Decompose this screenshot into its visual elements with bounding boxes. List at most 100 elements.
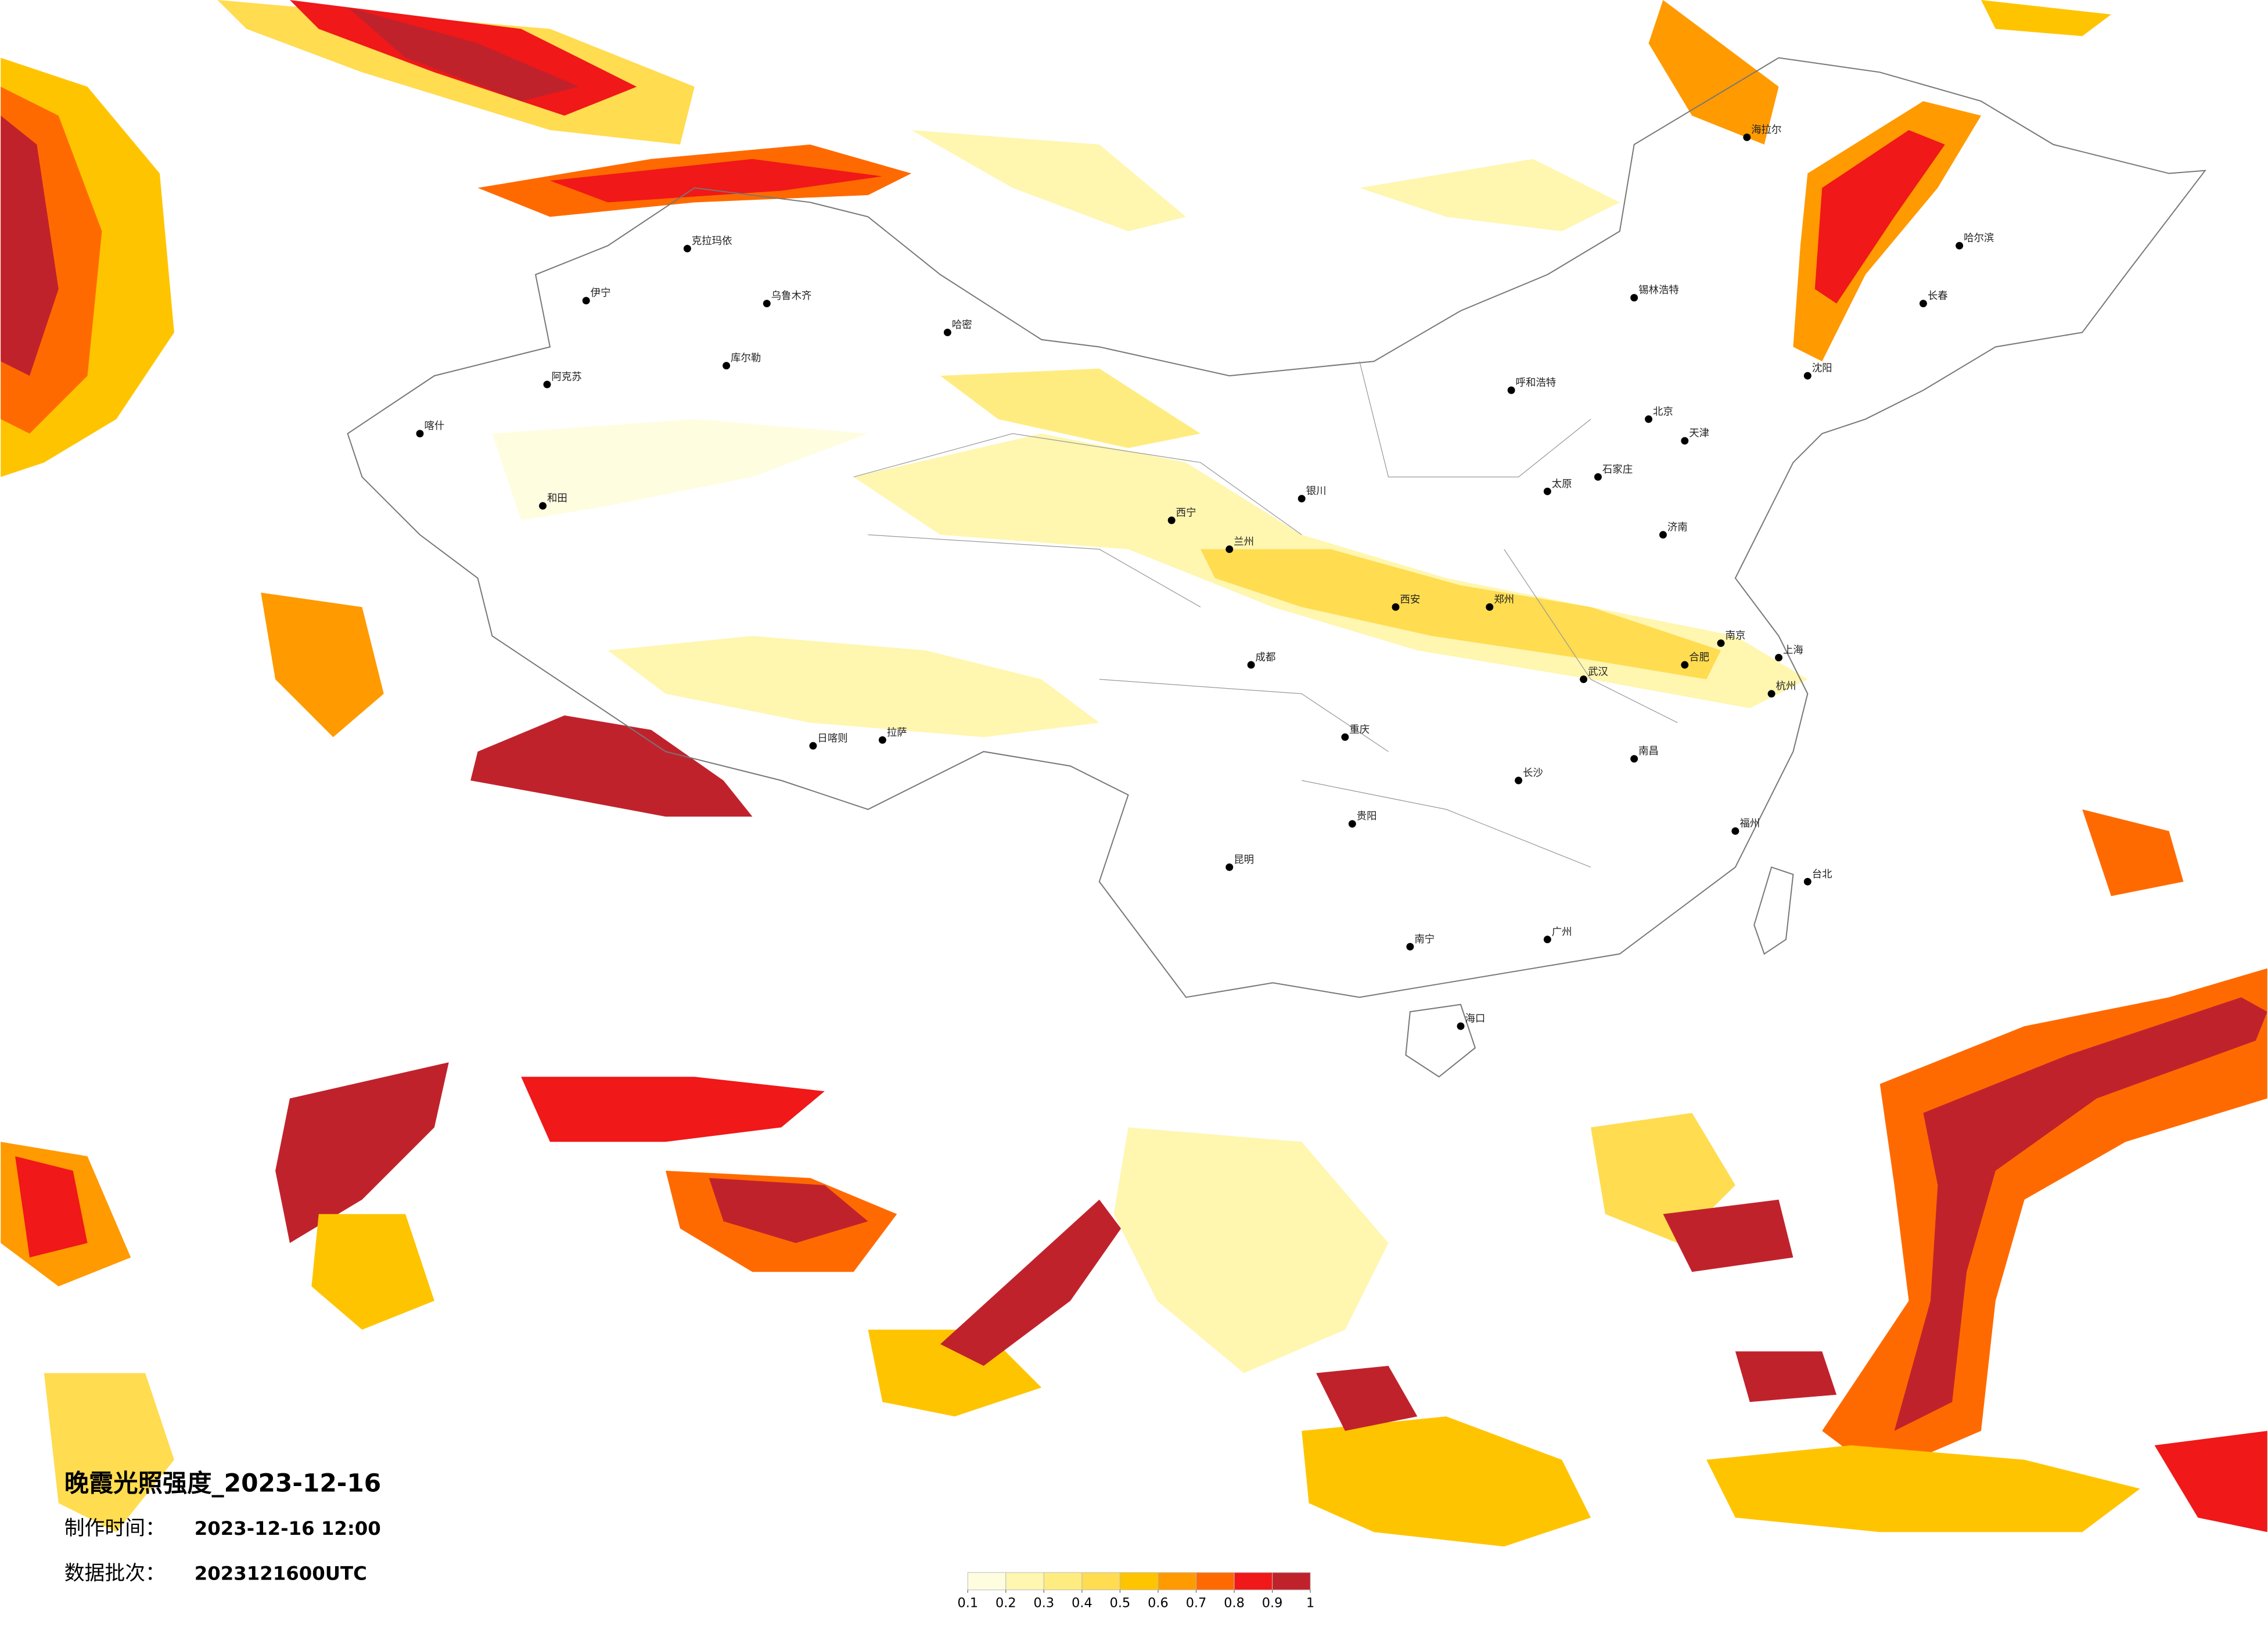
field	[1316, 1366, 1418, 1431]
city-label: 成都	[1256, 652, 1276, 663]
colorbar-label: 0.8	[1224, 1596, 1245, 1611]
city-label: 呼和浩特	[1516, 377, 1557, 389]
city-dot	[1645, 415, 1653, 423]
city-dot	[1659, 531, 1667, 539]
city-label: 南宁	[1414, 934, 1435, 945]
city-label: 喀什	[424, 420, 444, 432]
city-label: 长沙	[1523, 768, 1543, 779]
batch-value: 2023121600UTC	[195, 1562, 367, 1584]
city-dot	[723, 362, 731, 370]
city-label: 拉萨	[887, 727, 907, 739]
country-border	[347, 57, 2206, 998]
colorbar-label: 1	[1306, 1596, 1314, 1611]
city-label: 长春	[1928, 290, 1948, 302]
city-dot	[1247, 661, 1255, 669]
field	[15, 1156, 88, 1258]
field	[521, 1077, 825, 1142]
city-label: 伊宁	[591, 287, 611, 299]
city-label: 福州	[1739, 818, 1760, 830]
city-dot	[763, 300, 771, 308]
field	[1706, 1445, 2140, 1533]
field	[1981, 0, 2111, 37]
city-label: 台北	[1812, 869, 1832, 880]
title: 晚霞光照强度_2023-12-16	[64, 1469, 381, 1498]
city-label: 银川	[1306, 485, 1327, 497]
made-time-value: 2023-12-16 12:00	[195, 1517, 381, 1539]
province-border	[853, 361, 1678, 868]
field	[1814, 130, 1945, 304]
colorbar-label: 0.9	[1262, 1596, 1283, 1611]
city-dot	[1515, 776, 1523, 785]
city-label: 杭州	[1776, 681, 1796, 692]
field	[2154, 1431, 2267, 1533]
city-dot	[1486, 603, 1494, 611]
city-dot	[1681, 661, 1689, 669]
city-label: 贵阳	[1357, 811, 1377, 822]
field	[1113, 1127, 1389, 1373]
city-dot	[1681, 437, 1689, 445]
island-border	[1405, 1003, 1476, 1078]
city-label: 武汉	[1588, 666, 1608, 678]
colorbar-label: 0.1	[957, 1596, 978, 1611]
colorbar-label: 0.2	[995, 1596, 1016, 1611]
city-label: 西宁	[1176, 508, 1196, 519]
city-label: 合肥	[1689, 652, 1709, 663]
colorbar-label: 0.7	[1186, 1596, 1207, 1611]
field	[1648, 0, 1779, 145]
colorbar-box	[1081, 1572, 1120, 1591]
city-label: 阿克苏	[551, 372, 581, 383]
field	[492, 419, 868, 520]
city-label: 石家庄	[1602, 464, 1633, 476]
city-dot	[1731, 827, 1739, 835]
field	[1663, 1199, 1793, 1272]
field	[709, 1178, 868, 1243]
city-label: 海拉尔	[1751, 124, 1781, 136]
colorbar-label: 0.6	[1148, 1596, 1169, 1611]
field	[2082, 809, 2184, 897]
city-dot	[1341, 733, 1349, 741]
island-border	[1753, 866, 1794, 955]
colorbar-label: 0.4	[1072, 1596, 1092, 1611]
city-label: 锡林浩特	[1638, 285, 1679, 296]
city-label: 哈密	[952, 319, 972, 331]
city-dot	[1767, 690, 1775, 698]
city-dot	[539, 502, 547, 510]
field	[44, 1373, 174, 1533]
city-label: 南昌	[1638, 746, 1659, 757]
colorbar-label: 0.3	[1034, 1596, 1055, 1611]
city-label: 沈阳	[1812, 363, 1832, 375]
city-dot	[1580, 675, 1588, 684]
city-label: 北京	[1653, 406, 1673, 418]
field	[311, 1214, 434, 1330]
city-dot	[1297, 495, 1306, 503]
colorbar-label: 0.5	[1110, 1596, 1131, 1611]
field	[1302, 1416, 1591, 1547]
field	[261, 592, 384, 738]
field	[1359, 159, 1620, 232]
city-dot	[1956, 242, 1964, 250]
city-label: 重庆	[1349, 724, 1370, 736]
city-label: 乌鲁木齐	[771, 290, 812, 302]
colorbar: 0.1 0.2 0.3 0.4 0.5 0.6 0.7 0.8 0.9 1	[957, 1572, 1314, 1611]
field	[608, 636, 1099, 738]
city-label: 库尔勒	[731, 352, 761, 364]
city-dot	[1543, 936, 1551, 944]
city-dot	[1594, 473, 1602, 481]
city-dot	[582, 297, 590, 305]
city-dot	[1630, 755, 1638, 763]
city-label: 和田	[547, 493, 567, 505]
city-dot	[416, 430, 424, 438]
city-dot	[1803, 877, 1811, 886]
city-label: 上海	[1783, 645, 1803, 656]
field	[549, 159, 883, 203]
field	[1, 116, 59, 376]
field	[275, 1062, 449, 1243]
city-dot	[1392, 603, 1400, 611]
colorbar-box	[967, 1572, 1007, 1591]
city-dot	[543, 380, 551, 388]
city-dot	[1803, 372, 1811, 380]
city-dot	[1743, 133, 1751, 141]
